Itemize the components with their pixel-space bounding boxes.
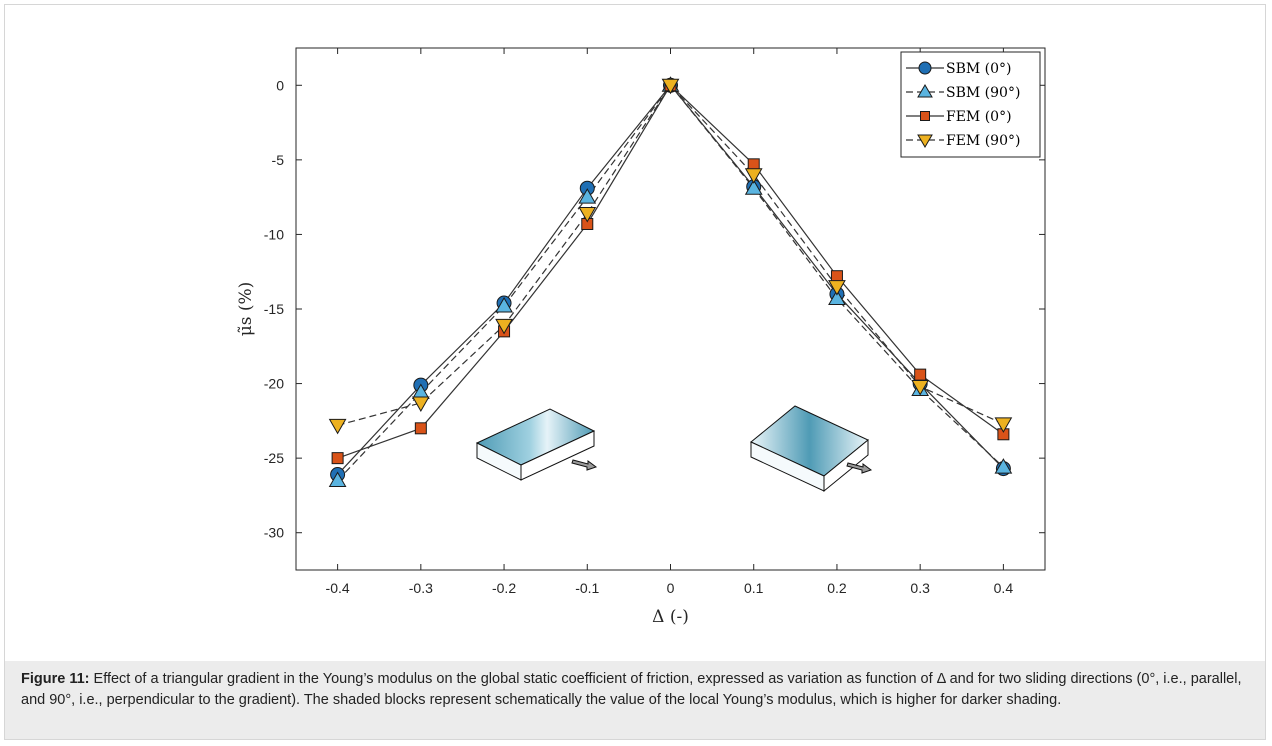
data-point	[414, 422, 427, 435]
caption-label: Figure 11:	[21, 671, 90, 687]
line-chart: -0.4 -0.3 -0.2 -0.1 0 0.1 0.2 0.3 0.4 0 -5 -10 -15 -2…	[236, 47, 1046, 627]
y-tick-label: -5	[272, 152, 285, 168]
series-line	[337, 84, 1004, 426]
data-point	[578, 207, 597, 223]
y-axis-label: μ̃s (%)	[236, 282, 256, 337]
legend-marker	[920, 111, 930, 121]
block-illustration-right	[750, 405, 873, 493]
legend-entry-label: SBM (0°)	[946, 61, 1012, 77]
data-point	[828, 289, 846, 306]
legend-entry-label: FEM (90°)	[946, 133, 1020, 149]
figure-frame: -0.4 -0.3 -0.2 -0.1 0 0.1 0.2 0.3 0.4 0 -5 -10 -15 -2…	[4, 4, 1266, 740]
data-point	[828, 280, 846, 296]
data-point	[661, 78, 680, 95]
x-tick-label: -0.3	[409, 580, 433, 596]
x-tick-label: -0.1	[575, 580, 599, 596]
x-tick-label: -0.2	[492, 580, 516, 596]
caption-text: Effect of a triangular gradient in the Y…	[21, 671, 1242, 708]
y-tick-label: 0	[276, 77, 284, 93]
data-point	[744, 168, 763, 184]
legend-entry-label: SBM (90°)	[946, 85, 1020, 101]
data-point	[331, 452, 344, 465]
x-tick-label: 0.4	[994, 580, 1014, 596]
legend-marker	[917, 134, 933, 148]
legend: SBM (0°) SBM (90°) FEM (0°) FEM (90°)	[900, 51, 1041, 158]
data-point	[830, 270, 843, 283]
data-point	[495, 297, 513, 313]
data-point	[911, 380, 930, 396]
y-tick-label: -20	[264, 376, 284, 392]
data-point	[495, 318, 513, 335]
data-point	[411, 396, 430, 412]
y-tick-label: -10	[264, 226, 284, 242]
x-tick-label: -0.4	[326, 580, 350, 596]
data-point	[994, 458, 1013, 474]
x-axis-label: Δ (-)	[652, 607, 689, 627]
data-point	[914, 368, 927, 381]
data-point	[747, 158, 760, 171]
data-point	[578, 188, 597, 204]
x-tick-label: 0.1	[744, 580, 764, 596]
y-tick-label: -30	[264, 525, 284, 541]
x-tick-label: 0.3	[910, 580, 930, 596]
data-point	[744, 179, 763, 195]
x-tick-label: 0	[667, 580, 675, 596]
legend-marker	[918, 61, 932, 75]
legend-entry-label: FEM (0°)	[946, 109, 1012, 125]
x-tick-label: 0.2	[827, 580, 847, 596]
legend-marker	[917, 84, 933, 98]
block-illustration-left	[475, 408, 598, 481]
y-tick-label: -15	[264, 301, 284, 317]
y-tick-label: -25	[264, 450, 284, 466]
figure-caption: Figure 11: Effect of a triangular gradie…	[5, 661, 1265, 739]
data-point	[994, 417, 1013, 433]
data-point	[328, 418, 347, 435]
data-point	[328, 471, 347, 488]
